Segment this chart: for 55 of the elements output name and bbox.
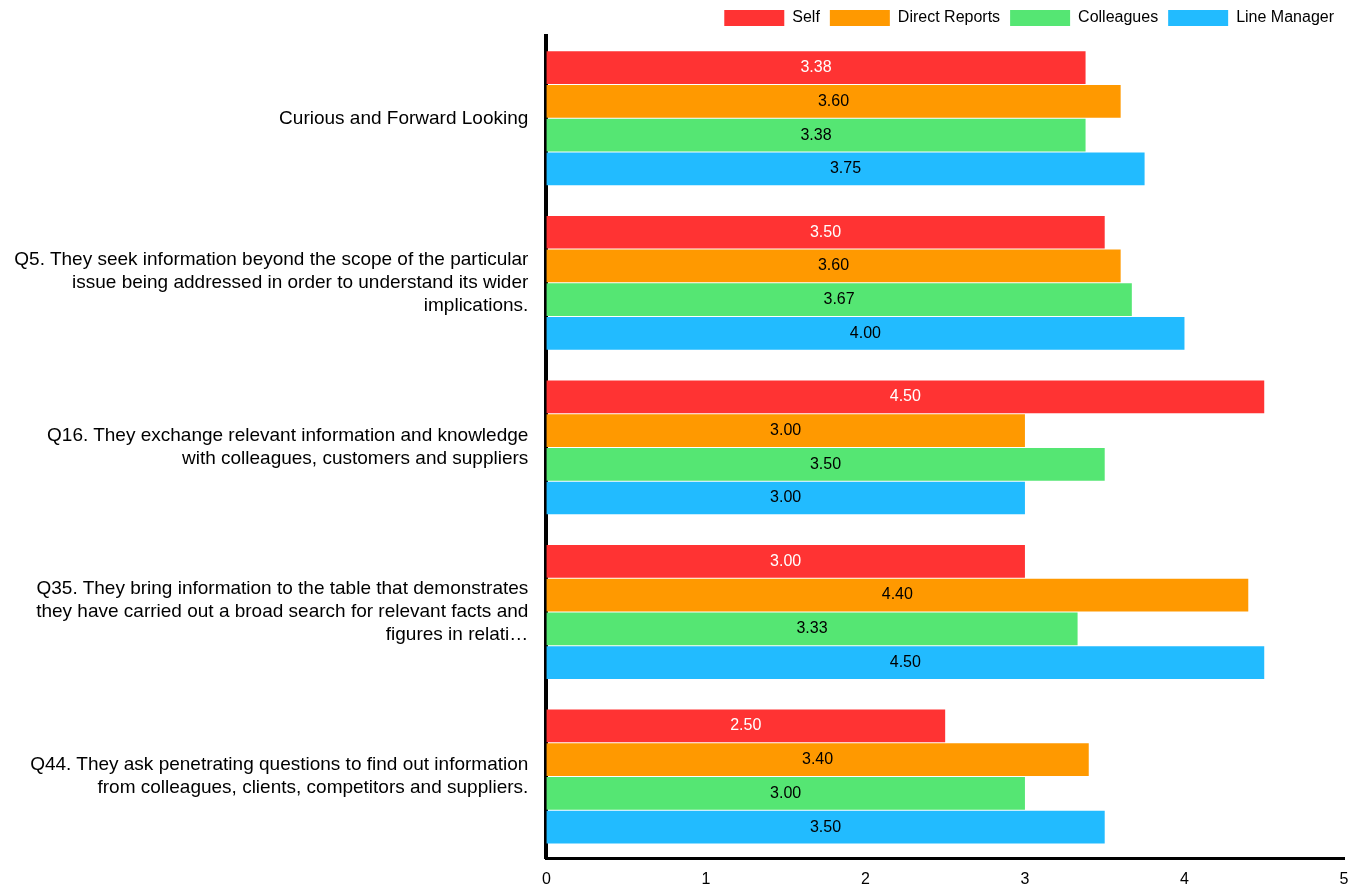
- x-tick-label: 3: [1020, 869, 1030, 887]
- bar: [546, 85, 1121, 118]
- legend-label: Colleagues: [1078, 8, 1159, 26]
- x-tick-label: 1: [701, 869, 711, 887]
- data-label: 3.00: [770, 783, 802, 801]
- bar: [546, 777, 1025, 810]
- y-tick-label: Q5. They seek information beyond the scope of the particular issue being addressed in order to understand its wider implications.: [14, 248, 530, 315]
- bar: [546, 118, 1086, 152]
- legend-label: Line Manager: [1236, 8, 1335, 26]
- data-label: 3.75: [829, 159, 862, 177]
- legend-label: Direct Reports: [897, 8, 1001, 26]
- data-label: 3.50: [809, 454, 842, 472]
- bar: [546, 215, 1105, 249]
- bar: [546, 249, 1121, 283]
- x-tick-label: 0: [541, 869, 551, 887]
- bar: [546, 545, 1025, 578]
- bar: [546, 743, 1089, 777]
- data-label: 3.50: [809, 222, 842, 240]
- bar: [546, 283, 1132, 317]
- bar: [546, 646, 1265, 679]
- bar: [546, 810, 1105, 844]
- bar: [546, 414, 1025, 447]
- data-label: 3.00: [770, 551, 802, 569]
- y-tick-label: Q16. They exchange relevant information and knowledge with colleagues, customers and suppliers: [47, 424, 529, 469]
- bar: [546, 612, 1078, 646]
- bar: [546, 317, 1185, 350]
- data-label: 4.50: [889, 652, 921, 670]
- data-label: 4.50: [889, 387, 921, 405]
- data-label: 3.00: [770, 420, 802, 438]
- bar: [546, 380, 1265, 414]
- legend-label: Self: [792, 8, 821, 26]
- bar: [546, 51, 1086, 85]
- data-label: 3.40: [801, 750, 834, 768]
- data-label: 4.00: [849, 323, 882, 341]
- x-tick-label: 4: [1180, 869, 1190, 887]
- data-label: 3.38: [800, 58, 832, 76]
- data-label: 3.67: [823, 290, 855, 308]
- data-label: 2.50: [730, 716, 762, 734]
- data-label: 3.60: [817, 91, 850, 109]
- data-label: 4.40: [881, 585, 913, 603]
- data-label: 3.33: [796, 619, 828, 637]
- y-tick-label: Curious and Forward Looking: [279, 106, 529, 128]
- data-label: 3.38: [800, 125, 832, 143]
- data-label: 3.60: [817, 256, 850, 274]
- y-tick-label: Q44. They ask penetrating questions to find out information from colleagues, clients, competitors and suppliers.: [30, 753, 529, 798]
- bar: [546, 481, 1025, 515]
- x-tick-label: 2: [860, 869, 870, 887]
- data-label: 3.50: [809, 817, 842, 835]
- bar: [546, 447, 1105, 481]
- data-label: 3.00: [770, 488, 802, 506]
- bar: [546, 152, 1145, 186]
- x-tick-label: 5: [1339, 869, 1349, 887]
- y-tick-label: Q35. They bring information to the table that demonstrates they have carried out a broad search for relevant facts and figures in relati…: [36, 577, 529, 644]
- bar: [546, 578, 1249, 612]
- bar: [546, 709, 946, 743]
